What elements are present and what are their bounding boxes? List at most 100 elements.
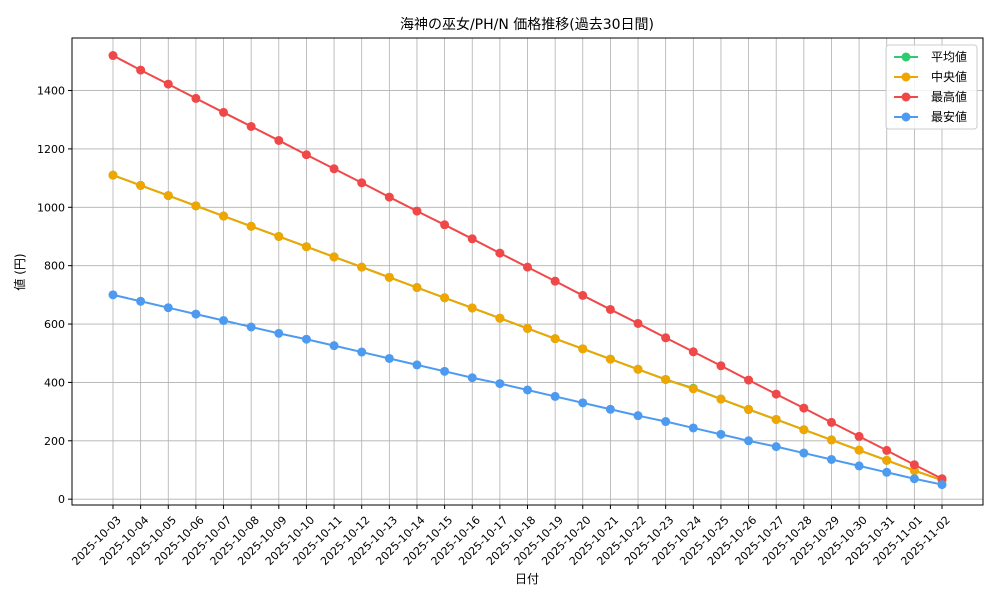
data-point (163, 303, 173, 313)
data-point (771, 414, 781, 424)
x-tick-labels: 2025-10-032025-10-042025-10-052025-10-06… (69, 505, 953, 568)
data-point (329, 164, 339, 174)
y-tick-label: 400 (44, 376, 65, 389)
data-point (219, 316, 229, 326)
data-point (605, 404, 615, 414)
data-point (578, 344, 588, 354)
data-point (882, 467, 892, 477)
y-tick-label: 1400 (37, 85, 65, 98)
y-tick-label: 0 (58, 493, 65, 506)
data-point (467, 373, 477, 383)
data-point (661, 374, 671, 384)
legend-item[interactable]: 中央値 (894, 69, 967, 84)
data-point (191, 201, 201, 211)
data-point (523, 323, 532, 333)
data-point (578, 290, 588, 300)
data-point (826, 454, 836, 464)
data-point (384, 272, 394, 282)
data-point (744, 404, 754, 414)
data-point (605, 354, 615, 364)
data-point (550, 391, 560, 401)
legend-swatch-marker (901, 112, 911, 122)
y-tick-label: 200 (44, 435, 65, 448)
data-point (246, 121, 256, 131)
data-point (440, 220, 450, 230)
data-point (688, 423, 698, 433)
data-point (301, 242, 311, 252)
legend-swatch-marker (901, 52, 911, 62)
y-tick-labels: 0 200 400 600 800 1000 1200 1400 (37, 85, 72, 506)
data-point (440, 293, 450, 303)
data-point (799, 448, 809, 458)
data-point (578, 398, 588, 408)
data-point (412, 360, 422, 370)
data-point (523, 385, 532, 395)
data-point (384, 192, 394, 202)
series-最安値 (108, 290, 947, 490)
chart-title: 海神の巫女/PH/N 価格推移(過去30日間) (400, 16, 654, 33)
data-point (716, 394, 726, 404)
data-point (274, 328, 284, 338)
data-point (384, 353, 394, 363)
data-point (826, 435, 836, 445)
data-point (550, 276, 560, 286)
data-point (495, 248, 505, 258)
y-tick-label: 1000 (37, 201, 65, 214)
data-point (826, 417, 836, 427)
data-point (688, 384, 698, 394)
y-axis-label: 値 (円) (12, 253, 27, 290)
data-point (661, 333, 671, 343)
data-point (744, 375, 754, 385)
data-point (605, 304, 615, 314)
data-point (412, 206, 422, 216)
data-point (136, 180, 146, 190)
data-point (163, 79, 173, 89)
data-point (854, 431, 864, 441)
data-point (440, 366, 450, 376)
legend-item[interactable]: 最安値 (894, 109, 967, 124)
data-point (688, 347, 698, 357)
data-point (246, 221, 256, 231)
data-point (854, 445, 864, 455)
data-point (882, 445, 892, 455)
x-axis-label: 日付 (515, 572, 539, 586)
data-point (274, 231, 284, 241)
data-point (274, 135, 284, 145)
data-point (467, 234, 477, 244)
data-point (744, 436, 754, 446)
y-tick-label: 1200 (37, 143, 65, 156)
data-point (661, 417, 671, 427)
data-point (882, 455, 892, 465)
grid (72, 38, 983, 505)
data-point (467, 303, 477, 313)
data-point (136, 65, 146, 75)
data-point (633, 411, 643, 421)
data-point (301, 150, 311, 160)
data-point (108, 51, 118, 61)
legend-item[interactable]: 最高値 (894, 89, 967, 104)
data-point (246, 322, 256, 332)
data-point (854, 461, 864, 471)
data-point (108, 170, 118, 180)
data-point (799, 425, 809, 435)
data-point (633, 364, 643, 374)
data-point (219, 107, 229, 117)
data-point (523, 262, 532, 272)
legend-label: 最高値 (931, 89, 967, 104)
data-point (108, 290, 118, 300)
legend-label: 最安値 (931, 109, 967, 124)
data-point (329, 252, 339, 262)
legend-label: 中央値 (931, 69, 967, 84)
data-point (412, 283, 422, 293)
data-point (771, 389, 781, 399)
legend-box (885, 44, 978, 130)
legend-swatch-marker (901, 92, 911, 102)
data-point (909, 460, 919, 470)
legend-item[interactable]: 平均値 (894, 49, 967, 64)
data-point (329, 341, 339, 351)
series-最高値 (108, 51, 947, 484)
data-point (495, 313, 505, 323)
data-point (136, 296, 146, 306)
